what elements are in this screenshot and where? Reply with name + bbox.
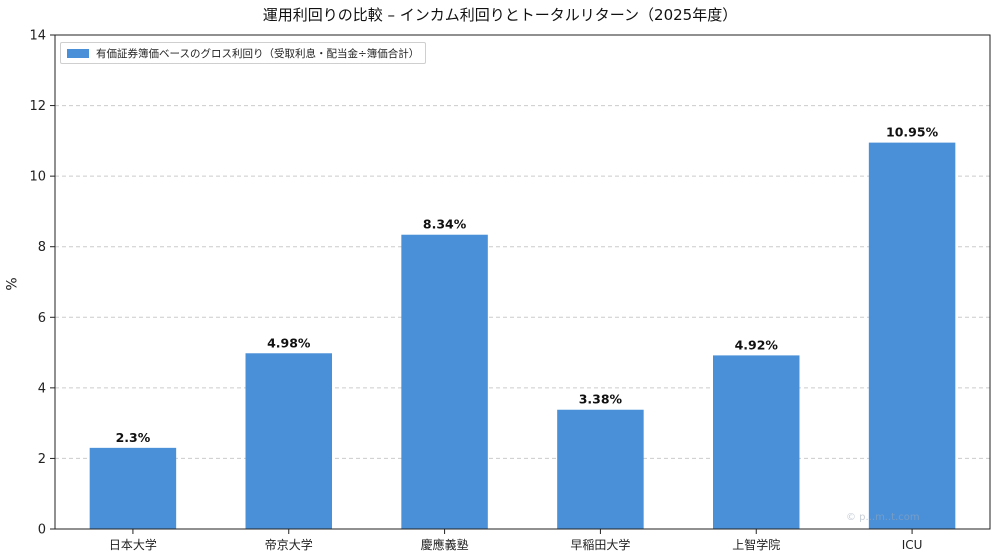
legend-swatch (67, 48, 89, 58)
y-tick-label: 2 (38, 452, 46, 467)
y-tick-label: 14 (29, 29, 46, 44)
x-tick-label: 上智学院 (732, 537, 780, 552)
bar-value-label: 4.92% (735, 337, 779, 352)
y-axis-ticks: 0 2 4 6 8 10 12 14 (29, 29, 55, 538)
legend-label: 有価証券簿価ベースのグロス利回り（受取利息・配当金÷簿価合計） (96, 47, 420, 60)
bar (868, 142, 956, 529)
y-tick-label: 4 (38, 381, 46, 396)
bar (245, 353, 332, 529)
grid-lines (55, 105, 990, 459)
x-tick-label: ICU (902, 538, 923, 552)
bar-value-label: 2.3% (116, 430, 151, 445)
y-tick-label: 10 (29, 170, 46, 185)
bar-value-label: 4.98% (267, 335, 311, 350)
bar-value-label: 3.38% (579, 392, 623, 407)
bars (89, 142, 956, 529)
x-axis-ticks: 日本大学 帝京大学 慶應義塾 早稲田大学 上智学院 ICU (109, 529, 923, 552)
watermark: © p...m..t.com (846, 512, 920, 523)
legend: 有価証券簿価ベースのグロス利回り（受取利息・配当金÷簿価合計） (60, 42, 427, 64)
bar (401, 234, 488, 529)
x-tick-label: 帝京大学 (265, 537, 313, 552)
y-tick-label: 12 (29, 99, 46, 114)
plot-frame (54, 34, 991, 530)
bar-value-label: 10.95% (886, 125, 939, 140)
y-tick-label: 0 (38, 523, 46, 538)
y-tick-label: 6 (38, 311, 46, 326)
chart-title: 運用利回りの比較 – インカム利回りとトータルリターン（2025年度） (262, 6, 738, 24)
x-tick-label: 早稲田大学 (570, 537, 630, 552)
bar (557, 409, 644, 529)
y-tick-label: 8 (38, 240, 46, 255)
bar-value-label: 8.34% (423, 217, 467, 232)
data-labels: 2.3% 4.98% 8.34% 3.38% 4.92% 10.95% (116, 125, 939, 445)
bar (713, 355, 800, 529)
bar (89, 447, 177, 529)
x-tick-label: 慶應義塾 (421, 537, 469, 552)
x-tick-label: 日本大学 (109, 537, 157, 552)
